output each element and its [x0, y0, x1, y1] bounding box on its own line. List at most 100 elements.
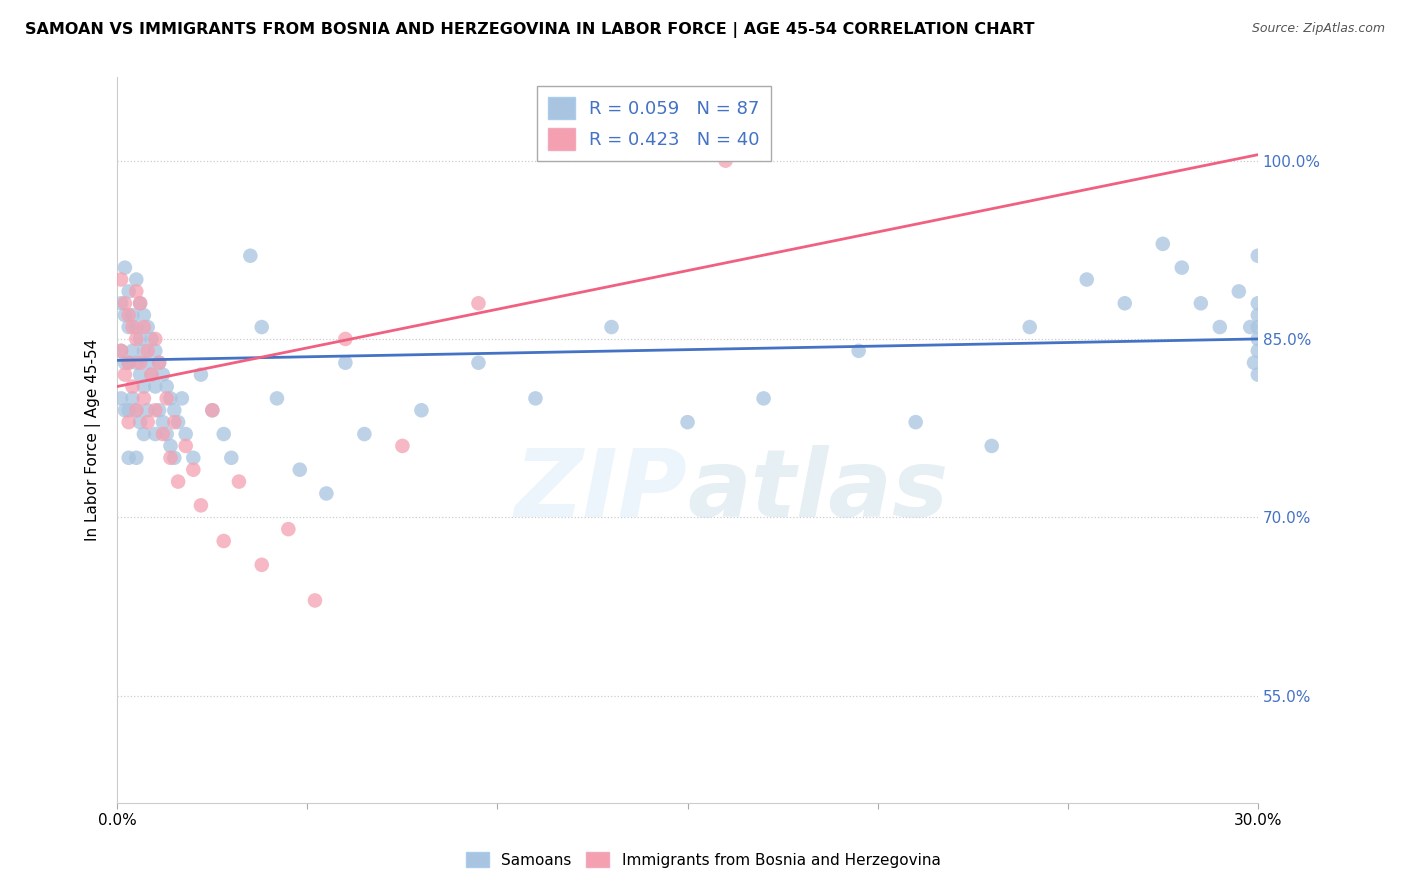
Point [212, 534, 235, 549]
Point [159, 450, 181, 465]
Point [118, 356, 141, 370]
Point [136, 415, 159, 429]
Point [114, 368, 136, 382]
Point [391, 439, 413, 453]
Point [118, 285, 141, 299]
Point [132, 379, 155, 393]
Point [156, 379, 179, 393]
Point [181, 463, 204, 477]
Point [121, 392, 143, 406]
Point [1018, 320, 1040, 334]
Point [1247, 332, 1270, 346]
Point [136, 343, 159, 358]
Point [411, 403, 433, 417]
Point [201, 403, 224, 417]
Y-axis label: In Labor Force | Age 45-54: In Labor Force | Age 45-54 [86, 339, 101, 541]
Point [143, 379, 166, 393]
Point [221, 450, 243, 465]
Point [288, 463, 311, 477]
Point [353, 427, 375, 442]
Point [163, 403, 186, 417]
Point [1247, 343, 1270, 358]
Point [467, 356, 489, 370]
Legend: R = 0.059   N = 87, R = 0.423   N = 40: R = 0.059 N = 87, R = 0.423 N = 40 [537, 87, 770, 161]
Point [1239, 320, 1261, 334]
Point [848, 343, 870, 358]
Point [524, 392, 547, 406]
Point [143, 427, 166, 442]
Point [1076, 272, 1098, 286]
Point [904, 415, 927, 429]
Point [125, 403, 148, 417]
Point [239, 249, 262, 263]
Point [129, 332, 152, 346]
Point [118, 320, 141, 334]
Point [163, 450, 186, 465]
Point [170, 392, 193, 406]
Point [1247, 320, 1270, 334]
Point [141, 368, 163, 382]
Point [1247, 368, 1270, 382]
Text: SAMOAN VS IMMIGRANTS FROM BOSNIA AND HERZEGOVINA IN LABOR FORCE | AGE 45-54 CORR: SAMOAN VS IMMIGRANTS FROM BOSNIA AND HER… [25, 22, 1035, 38]
Point [114, 308, 136, 322]
Point [228, 475, 250, 489]
Point [1171, 260, 1194, 275]
Point [315, 486, 337, 500]
Point [118, 308, 141, 322]
Point [277, 522, 299, 536]
Point [152, 427, 174, 442]
Point [190, 368, 212, 382]
Point [676, 415, 699, 429]
Point [132, 308, 155, 322]
Point [190, 499, 212, 513]
Point [114, 356, 136, 370]
Point [114, 296, 136, 310]
Point [129, 296, 152, 310]
Text: Source: ZipAtlas.com: Source: ZipAtlas.com [1251, 22, 1385, 36]
Point [136, 320, 159, 334]
Point [1247, 308, 1270, 322]
Point [121, 308, 143, 322]
Point [752, 392, 775, 406]
Point [118, 403, 141, 417]
Point [335, 356, 357, 370]
Point [125, 285, 148, 299]
Point [110, 392, 132, 406]
Point [132, 392, 155, 406]
Point [250, 558, 273, 572]
Point [156, 392, 179, 406]
Point [110, 296, 132, 310]
Point [335, 332, 357, 346]
Point [118, 356, 141, 370]
Point [132, 427, 155, 442]
Point [110, 343, 132, 358]
Point [114, 403, 136, 417]
Point [1227, 285, 1250, 299]
Point [125, 356, 148, 370]
Text: atlas: atlas [688, 445, 949, 537]
Point [125, 450, 148, 465]
Point [1114, 296, 1136, 310]
Point [125, 272, 148, 286]
Point [121, 343, 143, 358]
Point [121, 320, 143, 334]
Point [1152, 236, 1174, 251]
Point [143, 332, 166, 346]
Point [159, 392, 181, 406]
Point [201, 403, 224, 417]
Point [136, 403, 159, 417]
Point [1209, 320, 1232, 334]
Text: ZIP: ZIP [515, 445, 688, 537]
Point [250, 320, 273, 334]
Point [129, 356, 152, 370]
Point [114, 260, 136, 275]
Point [110, 343, 132, 358]
Legend: Samoans, Immigrants from Bosnia and Herzegovina: Samoans, Immigrants from Bosnia and Herz… [460, 846, 946, 873]
Point [136, 356, 159, 370]
Point [159, 439, 181, 453]
Point [467, 296, 489, 310]
Point [141, 332, 163, 346]
Point [129, 296, 152, 310]
Point [1247, 249, 1270, 263]
Point [118, 415, 141, 429]
